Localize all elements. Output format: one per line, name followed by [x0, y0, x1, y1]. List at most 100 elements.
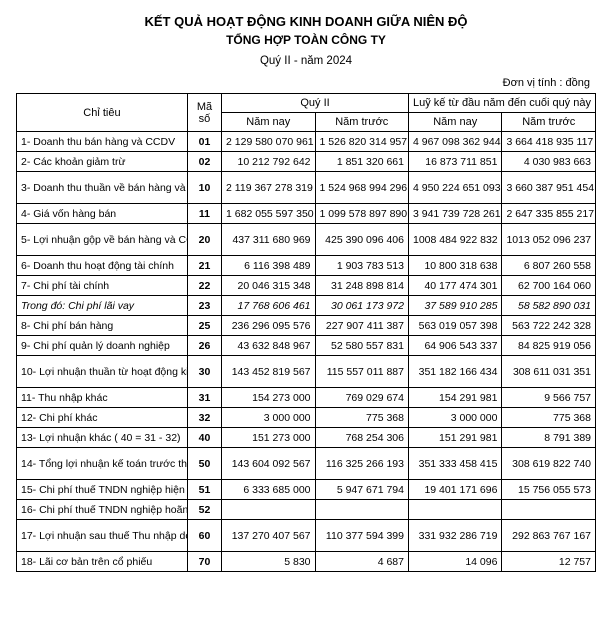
report-subtitle: TỔNG HỢP TOÀN CÔNG TY: [16, 33, 596, 47]
income-statement-table: Chỉ tiêu Mã số Quý II Luỹ kế từ đầu năm …: [16, 93, 596, 572]
cell-y-now: 40 177 474 301: [408, 276, 501, 296]
cell-q-prev: 425 390 096 406: [315, 224, 408, 256]
table-row: 4- Giá vốn hàng bán111 682 055 597 3501 …: [17, 204, 596, 224]
cell-y-prev: 563 722 242 328: [502, 316, 596, 336]
cell-y-now: 19 401 171 696: [408, 480, 501, 500]
table-row: 11- Thu nhập khác31154 273 000769 029 67…: [17, 388, 596, 408]
cell-y-now: 64 906 543 337: [408, 336, 501, 356]
table-row: 17- Lợi nhuận sau thuế Thu nhập doanh ng…: [17, 520, 596, 552]
table-row: 5- Lợi nhuận gộp về bán hàng và CCDV (20…: [17, 224, 596, 256]
cell-code: 52: [187, 500, 221, 520]
cell-y-now: 10 800 318 638: [408, 256, 501, 276]
col-code: Mã số: [187, 94, 221, 132]
table-row: 16- Chi phí thuế TNDN nghiệp hoãn lại52: [17, 500, 596, 520]
cell-q-prev: 1 524 968 994 296: [315, 172, 408, 204]
cell-code: 60: [187, 520, 221, 552]
cell-q-now: 154 273 000: [222, 388, 315, 408]
table-row: 7- Chi phí tài chính2220 046 315 34831 2…: [17, 276, 596, 296]
cell-q-now: 437 311 680 969: [222, 224, 315, 256]
cell-y-now: 1008 484 922 832: [408, 224, 501, 256]
col-q-prev: Năm trước: [315, 113, 408, 132]
cell-q-now: 5 830: [222, 552, 315, 572]
cell-y-now: 14 096: [408, 552, 501, 572]
cell-label: 9- Chi phí quản lý doanh nghiệp: [17, 336, 188, 356]
cell-y-now: 351 182 166 434: [408, 356, 501, 388]
col-quarter: Quý II: [222, 94, 409, 113]
cell-label: 18- Lãi cơ bản trên cổ phiếu: [17, 552, 188, 572]
cell-q-prev: 5 947 671 794: [315, 480, 408, 500]
cell-code: 01: [187, 132, 221, 152]
report-title: KẾT QUẢ HOẠT ĐỘNG KINH DOANH GIỮA NIÊN Đ…: [16, 14, 596, 29]
cell-code: 11: [187, 204, 221, 224]
cell-y-prev: 15 756 055 573: [502, 480, 596, 500]
cell-code: 40: [187, 428, 221, 448]
cell-y-prev: 84 825 919 056: [502, 336, 596, 356]
cell-code: 02: [187, 152, 221, 172]
table-row: 12- Chi phí khác323 000 000775 3683 000 …: [17, 408, 596, 428]
cell-y-prev: 3 664 418 935 117: [502, 132, 596, 152]
cell-q-now: 143 452 819 567: [222, 356, 315, 388]
cell-code: 31: [187, 388, 221, 408]
cell-label: 2- Các khoản giảm trừ: [17, 152, 188, 172]
cell-y-now: 3 941 739 728 261: [408, 204, 501, 224]
cell-y-now: 3 000 000: [408, 408, 501, 428]
cell-q-prev: 116 325 266 193: [315, 448, 408, 480]
cell-y-now: [408, 500, 501, 520]
cell-q-prev: 31 248 898 814: [315, 276, 408, 296]
cell-q-prev: 1 903 783 513: [315, 256, 408, 276]
cell-y-prev: 6 807 260 558: [502, 256, 596, 276]
cell-label: 7- Chi phí tài chính: [17, 276, 188, 296]
col-y-prev: Năm trước: [502, 113, 596, 132]
table-row: 2- Các khoản giảm trừ0210 212 792 6421 8…: [17, 152, 596, 172]
cell-code: 32: [187, 408, 221, 428]
table-row: 18- Lãi cơ bản trên cổ phiếu705 8304 687…: [17, 552, 596, 572]
cell-label: 1- Doanh thu bán hàng và CCDV: [17, 132, 188, 152]
cell-q-prev: [315, 500, 408, 520]
cell-label: 14- Tổng lợi nhuận kế toán trước thuế (5…: [17, 448, 188, 480]
cell-q-prev: 769 029 674: [315, 388, 408, 408]
cell-q-now: 151 273 000: [222, 428, 315, 448]
cell-q-now: 20 046 315 348: [222, 276, 315, 296]
col-q-now: Năm nay: [222, 113, 315, 132]
cell-q-now: 43 632 848 967: [222, 336, 315, 356]
cell-q-now: 143 604 092 567: [222, 448, 315, 480]
cell-y-now: 563 019 057 398: [408, 316, 501, 336]
cell-label: 8- Chi phí bán hàng: [17, 316, 188, 336]
cell-y-prev: 9 566 757: [502, 388, 596, 408]
cell-y-prev: 1013 052 096 237: [502, 224, 596, 256]
table-row: 9- Chi phí quản lý doanh nghiệp2643 632 …: [17, 336, 596, 356]
cell-q-prev: 227 907 411 387: [315, 316, 408, 336]
cell-y-prev: 308 619 822 740: [502, 448, 596, 480]
cell-label: 11- Thu nhập khác: [17, 388, 188, 408]
cell-q-prev: 1 099 578 897 890: [315, 204, 408, 224]
cell-y-now: 37 589 910 285: [408, 296, 501, 316]
cell-code: 50: [187, 448, 221, 480]
table-row: 13- Lợi nhuận khác ( 40 = 31 - 32)40151 …: [17, 428, 596, 448]
table-row: 3- Doanh thu thuần về bán hàng và CCDV (…: [17, 172, 596, 204]
cell-code: 70: [187, 552, 221, 572]
cell-label: 5- Lợi nhuận gộp về bán hàng và CCDV (20…: [17, 224, 188, 256]
cell-q-now: 2 129 580 070 961: [222, 132, 315, 152]
table-row: 8- Chi phí bán hàng25236 296 095 576227 …: [17, 316, 596, 336]
cell-q-now: [222, 500, 315, 520]
cell-y-now: 4 950 224 651 093: [408, 172, 501, 204]
cell-y-prev: 12 757: [502, 552, 596, 572]
cell-q-prev: 52 580 557 831: [315, 336, 408, 356]
cell-q-now: 6 116 398 489: [222, 256, 315, 276]
cell-y-prev: 308 611 031 351: [502, 356, 596, 388]
cell-q-prev: 1 851 320 661: [315, 152, 408, 172]
cell-q-now: 17 768 606 461: [222, 296, 315, 316]
cell-y-prev: 775 368: [502, 408, 596, 428]
table-body: 1- Doanh thu bán hàng và CCDV012 129 580…: [17, 132, 596, 572]
table-row: 15- Chi phí thuế TNDN nghiệp hiện hành51…: [17, 480, 596, 500]
cell-q-prev: 30 061 173 972: [315, 296, 408, 316]
cell-y-prev: 62 700 164 060: [502, 276, 596, 296]
table-row: 6- Doanh thu hoạt động tài chính216 116 …: [17, 256, 596, 276]
cell-q-now: 137 270 407 567: [222, 520, 315, 552]
cell-y-prev: 292 863 767 167: [502, 520, 596, 552]
cell-q-prev: 1 526 820 314 957: [315, 132, 408, 152]
cell-label: 15- Chi phí thuế TNDN nghiệp hiện hành: [17, 480, 188, 500]
cell-y-now: 154 291 981: [408, 388, 501, 408]
cell-q-prev: 4 687: [315, 552, 408, 572]
cell-y-now: 4 967 098 362 944: [408, 132, 501, 152]
